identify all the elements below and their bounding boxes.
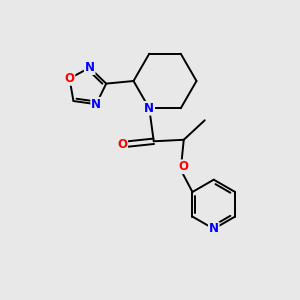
Text: N: N bbox=[209, 222, 219, 236]
Text: O: O bbox=[117, 138, 127, 151]
Text: N: N bbox=[85, 61, 95, 74]
Text: O: O bbox=[64, 72, 74, 85]
Text: O: O bbox=[178, 160, 188, 173]
Text: N: N bbox=[144, 102, 154, 115]
Text: N: N bbox=[91, 98, 101, 111]
